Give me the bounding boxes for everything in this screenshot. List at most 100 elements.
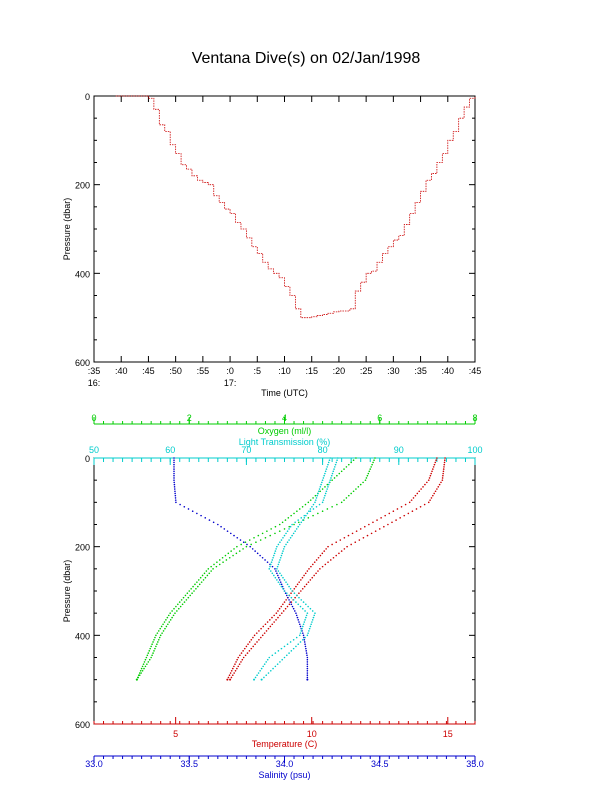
oxygen-point	[174, 612, 176, 614]
temperature-point	[324, 563, 327, 566]
temperature-point	[414, 494, 417, 497]
oxygen-point	[352, 459, 355, 462]
x-tick-label: :45	[142, 366, 155, 376]
salinity-point	[305, 647, 307, 650]
oxygen-tick-label: 6	[377, 413, 382, 423]
temperature-point	[433, 492, 435, 495]
transmission-point	[279, 559, 281, 561]
x-hour-label: 17:	[224, 378, 237, 388]
oxygen-point	[319, 490, 322, 493]
transmission-point	[282, 576, 284, 579]
temperature-point	[351, 532, 354, 535]
transmission-point	[308, 510, 310, 512]
temperature-point	[346, 545, 348, 548]
temperature-point	[313, 561, 316, 563]
transmission-point	[335, 461, 338, 464]
oxygen-tick-label: 8	[472, 413, 477, 423]
oxygen-point	[281, 521, 284, 524]
transmission-point	[308, 627, 311, 630]
temperature-point	[234, 670, 237, 672]
transmission-point	[283, 645, 286, 648]
salinity-point	[173, 483, 176, 486]
transmission-point	[277, 570, 280, 572]
salinity-point	[236, 537, 239, 539]
salinity-point	[274, 568, 276, 570]
oxygen-point	[259, 539, 262, 541]
salinity-point	[179, 503, 181, 506]
transmission-point	[319, 486, 322, 488]
oxygen-tick-label: 2	[187, 413, 192, 423]
oxygen-point	[242, 548, 244, 550]
transmission-point	[279, 572, 281, 575]
salinity-point	[279, 581, 282, 583]
transmission-point	[294, 521, 296, 524]
transmission-point	[318, 503, 321, 506]
transmission-point	[290, 596, 293, 599]
salinity-point	[173, 457, 175, 459]
transmission-point	[295, 645, 297, 648]
temperature-point	[269, 625, 272, 628]
temperature-point	[434, 461, 437, 464]
temperature-point	[278, 607, 281, 610]
oxygen-point	[159, 627, 161, 630]
oxygen-point	[253, 537, 255, 539]
temperature-point	[376, 519, 378, 521]
transmission-point	[320, 483, 322, 486]
temperature-point	[418, 490, 421, 493]
oxygen-point	[195, 587, 197, 590]
oxygen-point	[227, 552, 230, 555]
salinity-point	[301, 632, 304, 634]
temperature-point	[343, 537, 346, 539]
salinity-point	[295, 612, 297, 614]
temperature-point	[368, 523, 370, 526]
oxygen-point	[175, 605, 177, 608]
transmission-point	[315, 505, 318, 508]
oxygen-point	[145, 656, 148, 659]
temperature-point	[242, 656, 245, 659]
x-tick-label: :40	[442, 366, 455, 376]
oxygen-point	[250, 543, 252, 546]
oxygen-point	[296, 510, 298, 512]
transmission-point	[311, 619, 314, 621]
temperature-point	[430, 472, 432, 475]
transmission-point	[309, 607, 312, 610]
temperature-point	[310, 565, 312, 568]
transmission-point	[315, 497, 318, 499]
temperature-point	[387, 523, 389, 526]
temperature-point	[263, 632, 266, 634]
transmission-point	[295, 528, 298, 530]
temperature-point	[347, 534, 350, 537]
oxygen-point	[312, 514, 314, 517]
transmission-point	[297, 603, 300, 606]
transmission-point	[278, 561, 280, 563]
oxygen-point	[204, 576, 207, 579]
oxygen-point	[150, 656, 152, 659]
transmission-point	[276, 579, 278, 581]
transmission-point	[302, 623, 305, 626]
transmission-point	[323, 497, 325, 499]
temperature-point	[243, 647, 246, 650]
temperature-point	[252, 636, 254, 639]
oxygen-point	[314, 494, 317, 497]
salinity-point	[288, 599, 290, 601]
transmission-point	[321, 479, 324, 481]
salinity-point	[296, 616, 299, 619]
temperature-point	[245, 645, 248, 648]
temperature-point	[239, 654, 241, 657]
oxygen-point	[225, 559, 228, 561]
oxygen-point	[158, 636, 161, 639]
temperature-point	[432, 494, 434, 497]
transmission-point	[304, 636, 306, 639]
temperature-point	[286, 605, 289, 608]
salinity-point	[304, 643, 306, 645]
temperature-point	[383, 525, 385, 528]
salinity-point	[295, 614, 298, 617]
oxygen-point	[336, 503, 338, 506]
transmission-point	[271, 654, 274, 657]
transmission-point	[292, 532, 295, 535]
oxygen-point	[151, 654, 153, 657]
oxygen-point	[359, 483, 362, 486]
oxygen-point	[159, 634, 162, 637]
oxygen-point	[202, 579, 205, 581]
oxygen-point	[146, 663, 148, 665]
